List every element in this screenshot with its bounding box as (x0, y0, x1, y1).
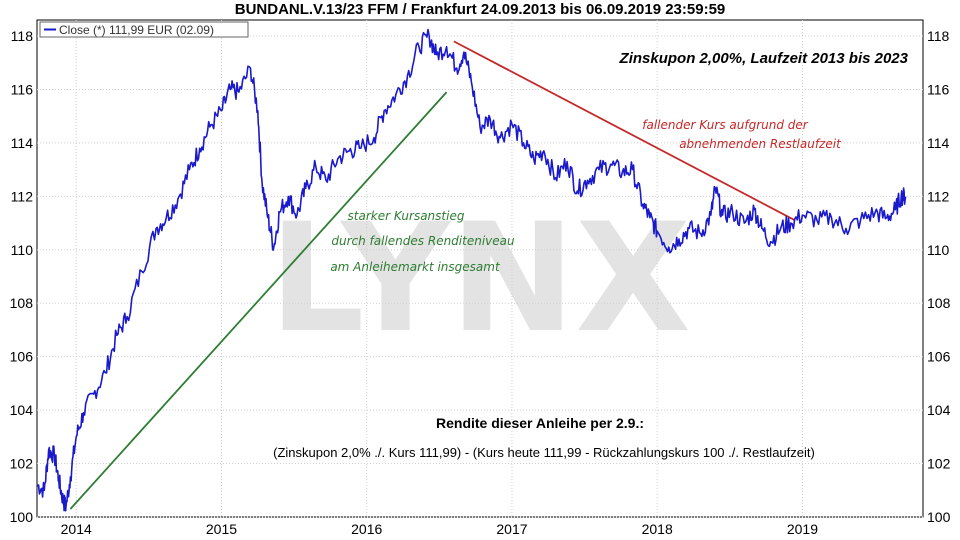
y-tick-label-left: 104 (10, 402, 34, 418)
y-tick-label-right: 102 (927, 456, 951, 472)
y-tick-label-left: 110 (11, 242, 34, 258)
y-tick-label-left: 118 (11, 28, 34, 44)
y-tick-label-left: 112 (11, 188, 34, 204)
price-series-line (36, 28, 907, 512)
y-tick-label-right: 104 (927, 402, 951, 418)
legend-box (39, 21, 249, 38)
green-annotation-line3: am Anleihemarkt insgesamt (330, 260, 501, 274)
x-tick-label: 2019 (787, 521, 818, 537)
lynx-watermark: LYNX (269, 192, 691, 366)
y-tick-label-right: 112 (927, 188, 950, 204)
chart-title: BUNDANL.V.13/23 FFM / Frankfurt 24.09.20… (235, 1, 726, 18)
y-axis-left: 100 102 104 106 108 110 112 114 116 118 (10, 28, 34, 525)
y-tick-label-right: 100 (927, 509, 951, 525)
trendline (453, 40, 796, 222)
green-annotation-line1: starker Kursanstieg (348, 209, 465, 223)
yield-title: Rendite dieser Anleihe per 2.9.: (436, 415, 644, 431)
legend-label: Close (*) 111,99 EUR (02.09) (59, 23, 214, 37)
y-tick-label-left: 114 (11, 135, 34, 151)
green-annotation-line2: durch fallendes Renditeniveau (331, 234, 515, 248)
coupon-annotation: Zinskupon 2,00%, Laufzeit 2013 bis 2023 (619, 50, 909, 67)
x-tick-label: 2018 (642, 521, 673, 537)
y-tick-label-left: 106 (10, 349, 34, 365)
y-tick-label-right: 110 (927, 242, 950, 258)
x-tick-label: 2014 (61, 521, 92, 537)
legend: Close (*) 111,99 EUR (02.09) (39, 21, 249, 38)
trendline (69, 91, 448, 510)
yield-formula: (Zinskupon 2,0% ./. Kurs 111,99) - (Kurs… (273, 445, 815, 460)
x-tick-label: 2016 (351, 521, 382, 537)
y-tick-label-right: 108 (927, 295, 951, 311)
y-tick-label-left: 102 (10, 456, 34, 472)
y-tick-label-left: 116 (11, 81, 34, 97)
y-tick-label-right: 106 (927, 349, 951, 365)
red-annotation-line1: fallender Kurs aufgrund der (642, 118, 809, 132)
y-tick-label-left: 100 (10, 509, 34, 525)
x-tick-label: 2017 (496, 521, 527, 537)
y-tick-label-right: 118 (927, 28, 950, 44)
y-axis-right: 100 102 104 106 108 110 112 114 116 118 (927, 28, 951, 525)
y-tick-label-left: 108 (10, 295, 34, 311)
y-tick-label-right: 116 (927, 81, 950, 97)
x-axis: 2014 2015 2016 2017 2018 2019 (61, 521, 819, 537)
y-tick-label-right: 114 (927, 135, 950, 151)
trendlines (69, 40, 796, 510)
red-annotation-line2: abnehmenden Restlaufzeit (679, 137, 842, 151)
plot-area (36, 19, 924, 518)
gridlines (37, 20, 923, 518)
x-tick-label: 2015 (206, 521, 237, 537)
